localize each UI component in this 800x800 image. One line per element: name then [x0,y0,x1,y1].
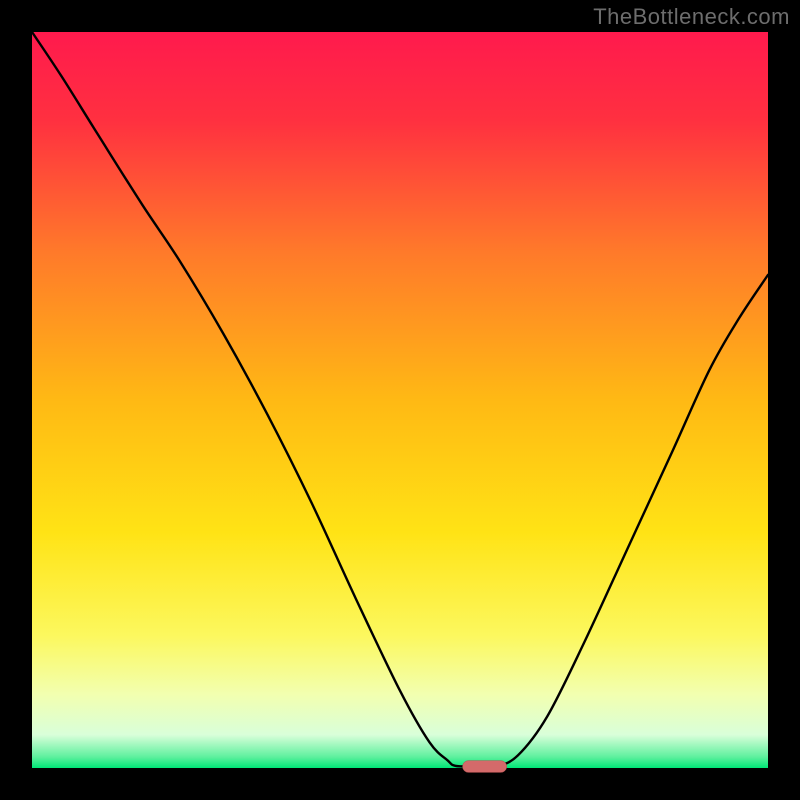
optimal-marker [463,761,507,773]
watermark-text: TheBottleneck.com [593,4,790,30]
bottleneck-chart [0,0,800,800]
chart-container: TheBottleneck.com [0,0,800,800]
plot-background [32,32,768,768]
